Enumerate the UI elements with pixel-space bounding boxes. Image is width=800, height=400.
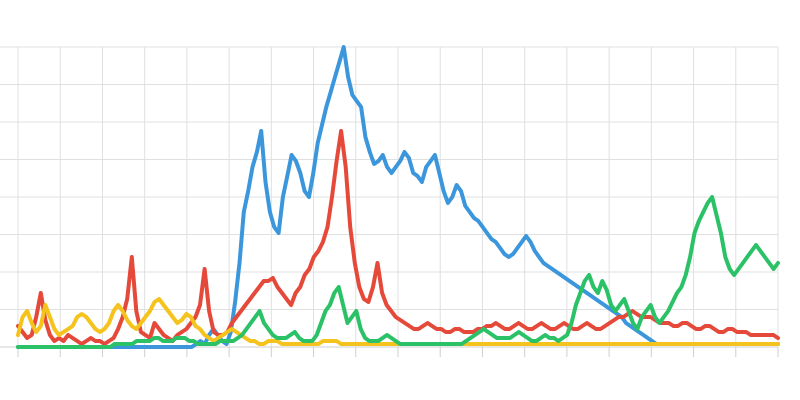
series-line-2 [16, 129, 780, 346]
series-line-4 [16, 195, 780, 349]
series-group [16, 45, 780, 349]
series-line-1 [16, 45, 780, 349]
